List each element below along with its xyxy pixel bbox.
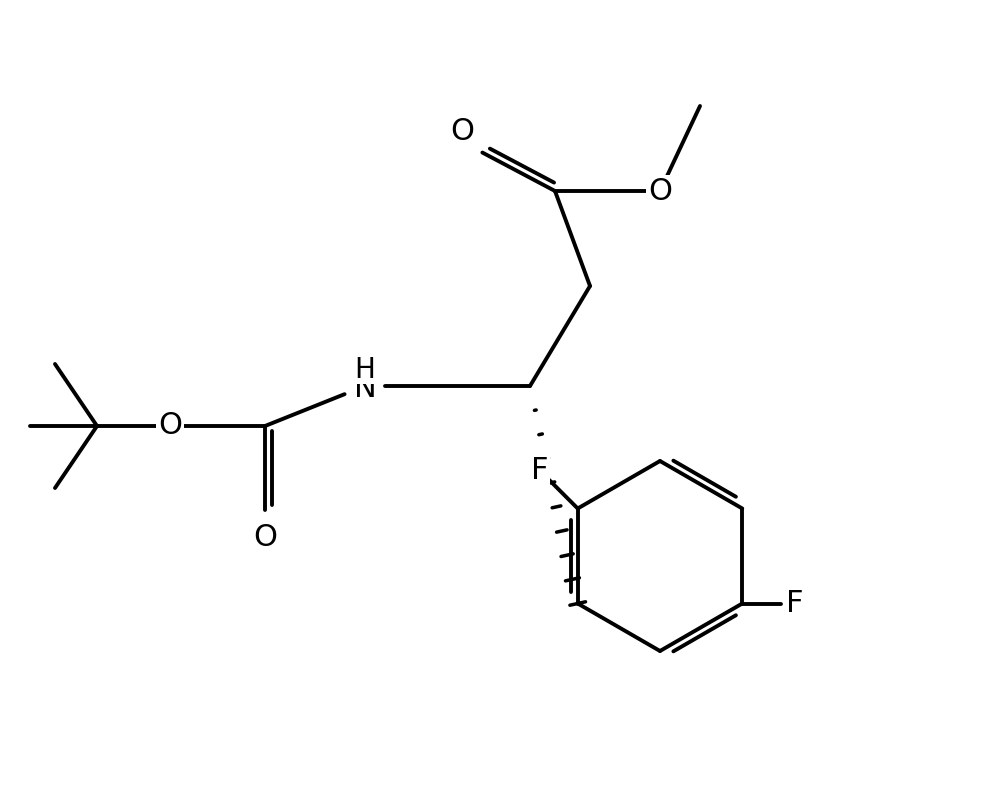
Text: F: F [531, 456, 548, 485]
Text: F: F [784, 589, 802, 618]
Text: O: O [449, 117, 473, 146]
Text: O: O [253, 523, 277, 553]
Text: N: N [353, 374, 376, 403]
Text: H: H [354, 356, 375, 384]
Text: O: O [647, 177, 671, 205]
Text: O: O [157, 412, 182, 440]
